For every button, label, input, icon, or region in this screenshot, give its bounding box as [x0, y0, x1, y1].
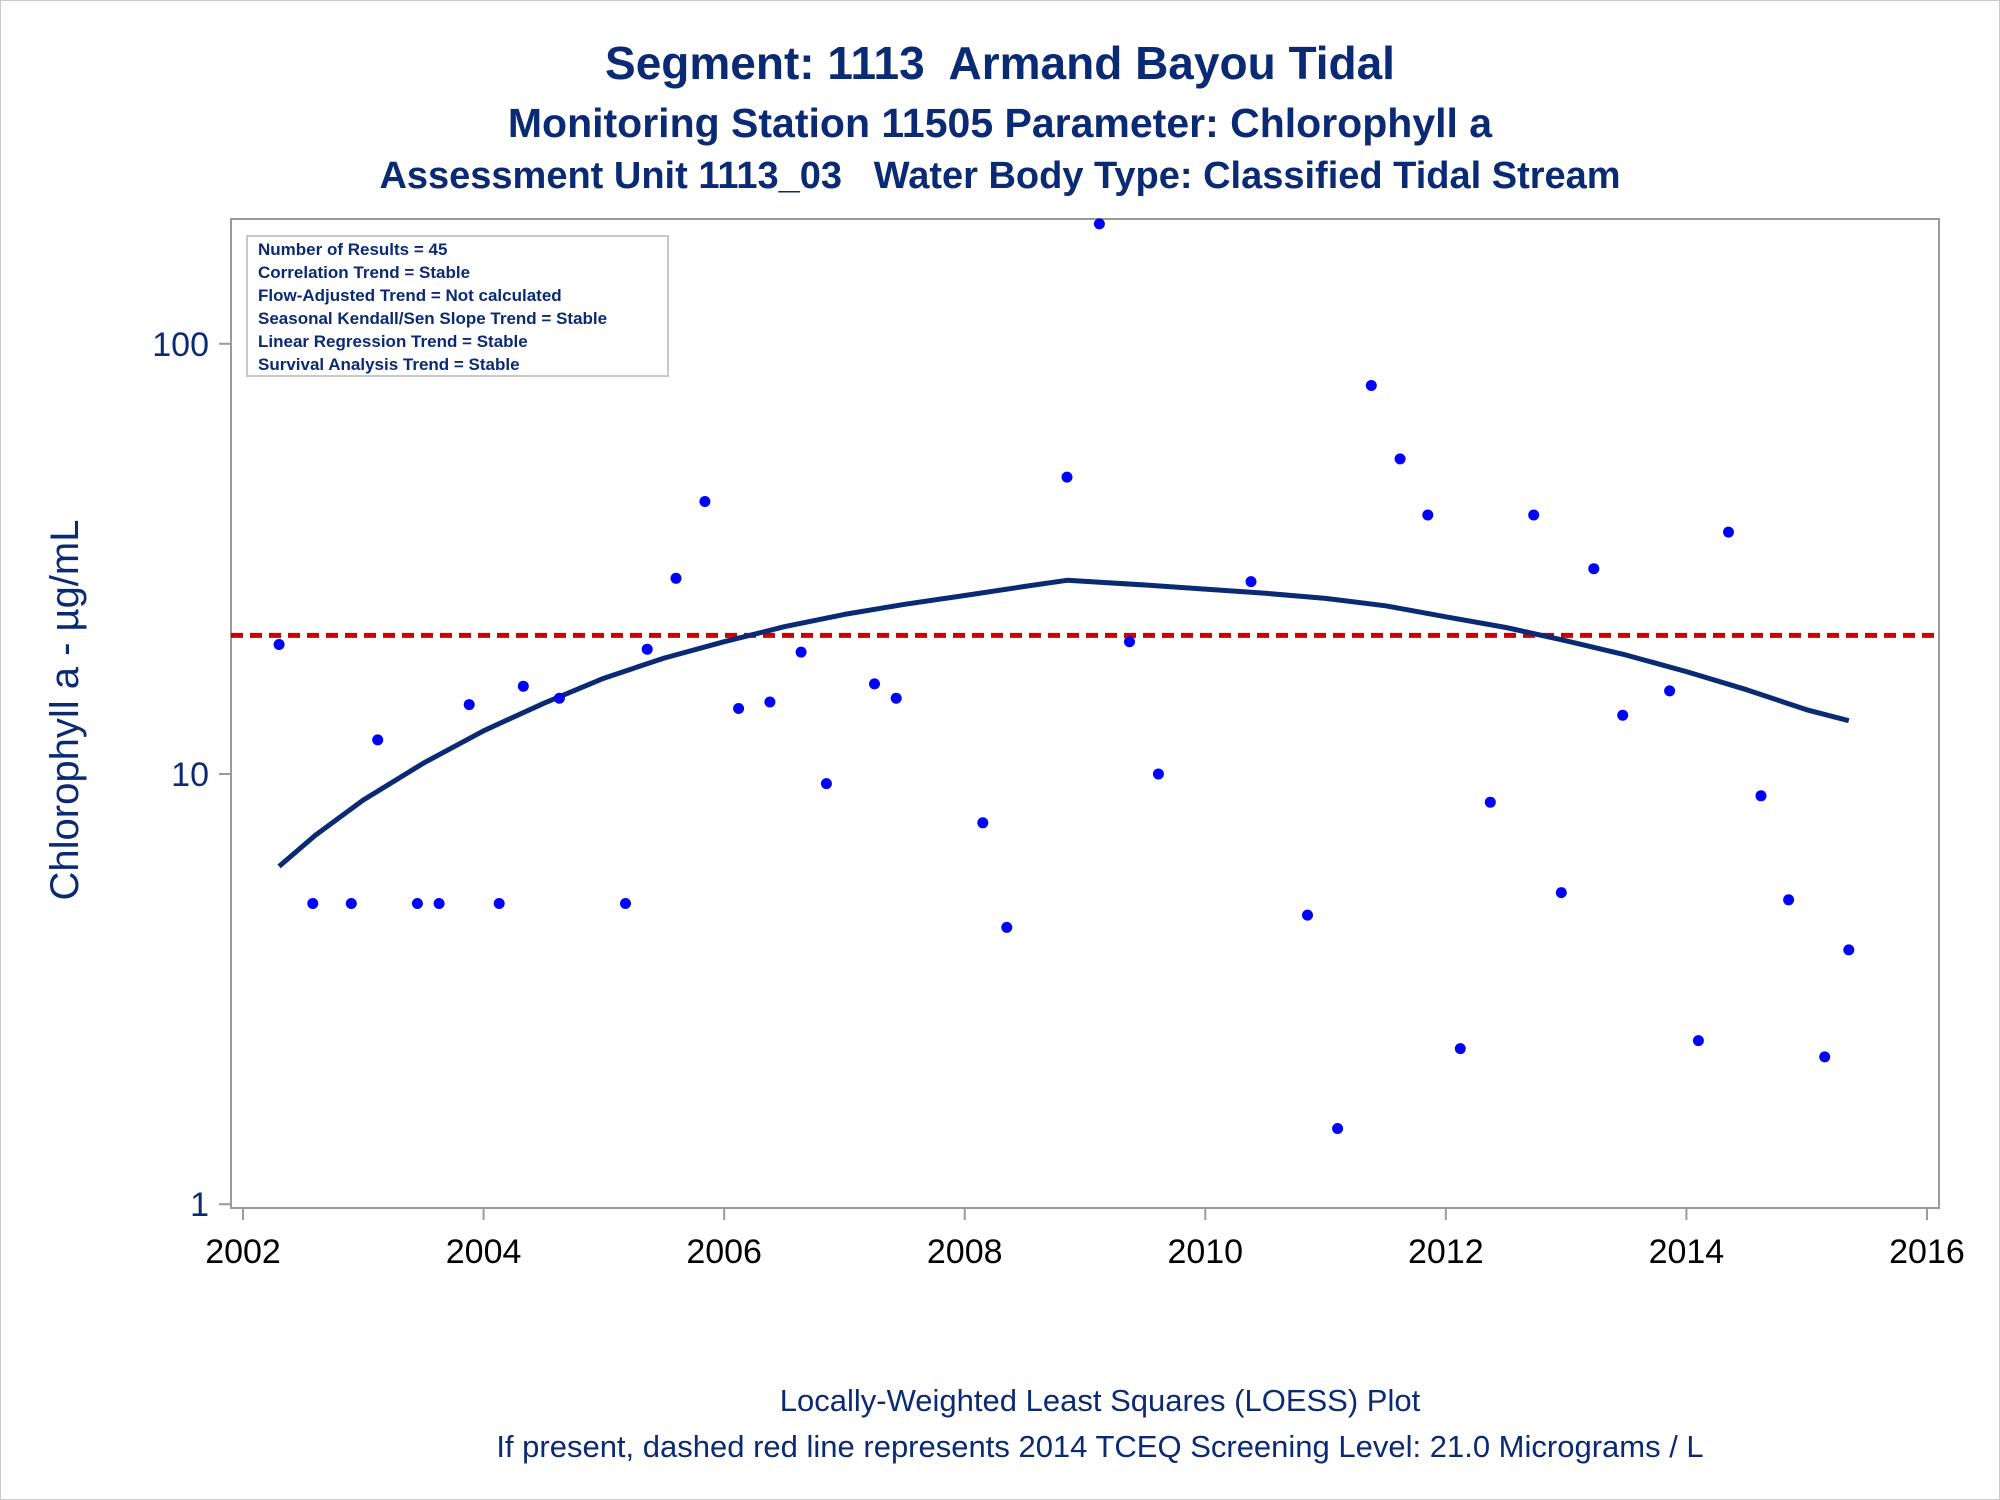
x-tick-label: 2012	[1408, 1233, 1484, 1271]
data-point	[1061, 471, 1073, 483]
data-point	[977, 817, 989, 829]
data-point	[1093, 218, 1105, 230]
data-point	[1394, 453, 1406, 465]
data-point	[1555, 887, 1567, 899]
data-point	[1819, 1051, 1831, 1063]
data-point	[1755, 790, 1767, 802]
y-axis: 1 10 100	[152, 326, 231, 1224]
data-point	[764, 696, 776, 708]
stats-line-results: Number of Results = 45	[258, 240, 447, 259]
stats-line-linear-regression: Linear Regression Trend = Stable	[258, 332, 528, 351]
chart-title: Segment: 1113 Armand Bayou Tidal	[605, 37, 1395, 89]
y-tick-label: 1	[190, 1186, 209, 1224]
data-point	[1783, 894, 1795, 906]
data-point	[1302, 909, 1313, 921]
loess-layer	[277, 577, 1850, 869]
data-point	[699, 496, 711, 507]
x-axis: 2002 2004 2006 2008 2010 2012 2014 2016	[205, 1208, 1965, 1271]
data-point	[433, 898, 445, 909]
data-point	[1617, 709, 1629, 721]
data-point	[463, 699, 475, 711]
data-point	[890, 692, 902, 704]
data-point	[1588, 563, 1600, 575]
stats-line-flow-adjusted: Flow-Adjusted Trend = Not calculated	[258, 286, 562, 305]
data-point	[307, 898, 319, 909]
x-tick-label: 2016	[1889, 1233, 1965, 1271]
x-tick-label: 2006	[686, 1233, 762, 1271]
data-point	[411, 898, 423, 909]
y-tick-label: 100	[152, 326, 209, 364]
data-point	[345, 898, 357, 909]
data-point	[670, 572, 682, 584]
x-tick-label: 2002	[205, 1233, 281, 1271]
y-axis-label: Chlorophyll a - µg/mL	[43, 520, 87, 901]
loess-curve	[277, 577, 1850, 869]
y-tick-label: 10	[171, 756, 209, 794]
data-point	[1723, 526, 1734, 538]
x-tick-label: 2008	[927, 1233, 1003, 1271]
x-tick-label: 2004	[446, 1233, 522, 1271]
data-point	[641, 643, 653, 655]
stats-box-border	[246, 235, 669, 377]
stats-line-seasonal-kendall: Seasonal Kendall/Sen Slope Trend = Stabl…	[258, 309, 607, 328]
data-point	[553, 692, 565, 704]
data-point	[1664, 685, 1676, 697]
data-point	[273, 639, 285, 650]
data-point	[1528, 509, 1540, 521]
data-point	[1692, 1035, 1704, 1047]
data-point	[1001, 921, 1013, 933]
data-point	[1843, 944, 1855, 956]
data-point	[1332, 1123, 1344, 1134]
data-point	[733, 703, 745, 714]
data-point	[1245, 576, 1257, 588]
footnote-screening: If present, dashed red line represents 2…	[496, 1429, 1704, 1464]
data-point	[869, 678, 880, 690]
stats-line-survival-analysis: Survival Analysis Trend = Stable	[258, 355, 520, 374]
data-points-layer	[273, 218, 1855, 1134]
data-point	[517, 680, 529, 692]
chart-subtitle-assessment: Assessment Unit 1113_03 Water Body Type:…	[379, 155, 1621, 197]
data-point	[1454, 1043, 1466, 1055]
plot-area-border	[230, 218, 1940, 1209]
x-tick-label: 2014	[1649, 1233, 1725, 1271]
data-point	[820, 778, 832, 790]
footnote-method: Locally-Weighted Least Squares (LOESS) P…	[779, 1383, 1421, 1418]
data-point	[372, 734, 384, 746]
data-point	[1152, 768, 1164, 780]
data-point	[1484, 796, 1496, 808]
trend-stats-legend: Number of Results = 45 Correlation Trend…	[246, 235, 669, 377]
data-point	[493, 898, 505, 909]
data-point	[795, 646, 807, 658]
x-tick-label: 2010	[1167, 1233, 1243, 1271]
chart-subtitle-station: Monitoring Station 11505 Parameter: Chlo…	[507, 100, 1493, 146]
data-point	[620, 898, 631, 909]
data-point	[1365, 380, 1377, 391]
data-point	[1422, 509, 1434, 521]
stats-line-correlation: Correlation Trend = Stable	[258, 263, 470, 282]
data-point	[1124, 636, 1135, 648]
